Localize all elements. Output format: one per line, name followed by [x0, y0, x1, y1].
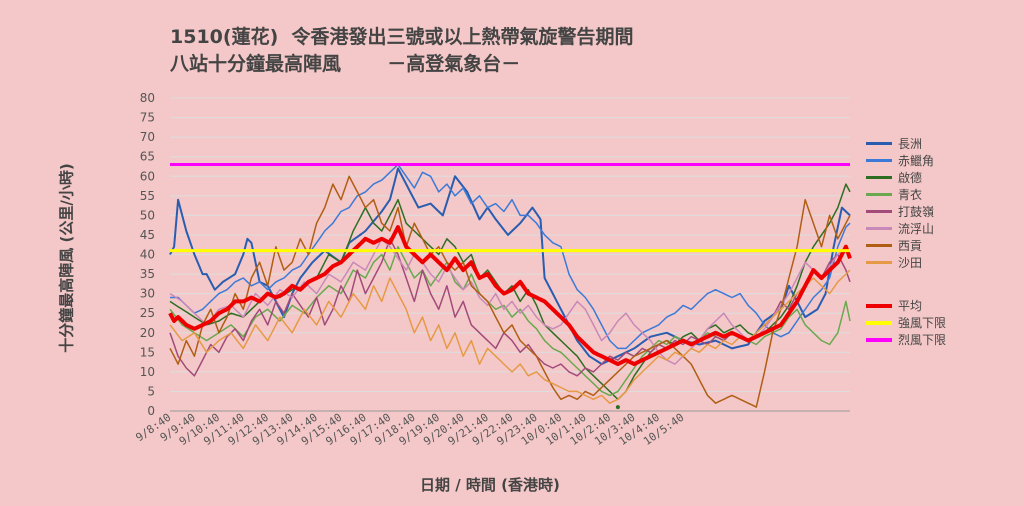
y-tick-label: 80	[140, 91, 155, 105]
legend-swatch	[866, 176, 892, 179]
legend-swatch	[866, 193, 892, 196]
legend-item-流浮山[interactable]: 流浮山	[866, 220, 1016, 237]
chart-title: 1510(蓮花) 令香港發出三號或以上熱帶氣旋警告期間 八站十分鐘最高陣風 －高…	[170, 24, 633, 78]
legend-label: 烈風下限	[898, 333, 947, 347]
y-tick-label: 35	[140, 267, 155, 281]
legend-swatch	[866, 303, 892, 308]
legend-item-青衣[interactable]: 青衣	[866, 186, 1016, 203]
y-tick-label: 30	[140, 287, 155, 301]
series-line-沙田	[169, 269, 851, 404]
y-tick-label: 45	[140, 228, 155, 242]
series-line-打鼓嶺	[169, 238, 851, 377]
legend-label: 沙田	[898, 256, 923, 270]
legend-item-西貢[interactable]: 西貢	[866, 237, 1016, 254]
y-tick-label: 20	[140, 326, 155, 340]
legend-item-啟德[interactable]: 啟德	[866, 169, 1016, 186]
legend-swatch	[866, 227, 892, 230]
y-tick-label: 55	[140, 189, 155, 203]
y-tick-label: 75	[140, 111, 155, 125]
legend-label: 青衣	[898, 188, 923, 202]
legend: 長洲赤鱲角啟德青衣打鼓嶺流浮山西貢沙田平均強風下限烈風下限	[866, 135, 1016, 348]
legend-label: 長洲	[898, 137, 923, 151]
chart-title-line2: 八站十分鐘最高陣風 －高登氣象台－	[170, 53, 521, 75]
y-tick-label: 50	[140, 208, 155, 222]
legend-swatch	[866, 142, 892, 145]
legend-swatch	[866, 320, 892, 325]
legend-item-烈風下限[interactable]: 烈風下限	[866, 331, 1016, 348]
legend-swatch	[866, 159, 892, 162]
legend-item-赤鱲角[interactable]: 赤鱲角	[866, 152, 1016, 169]
series-line-平均	[168, 225, 852, 367]
legend-label: 啟德	[898, 171, 923, 185]
data-point-marker	[615, 405, 620, 410]
series-line-青衣	[169, 245, 851, 397]
x-axis-label: 日期 / 時間 (香港時)	[420, 476, 560, 494]
series-line-西貢	[169, 175, 851, 408]
legend-swatch	[866, 244, 892, 247]
y-tick-label: 0	[147, 404, 155, 418]
legend-label: 流浮山	[898, 222, 935, 236]
legend-label: 西貢	[898, 239, 923, 253]
y-tick-label: 15	[140, 345, 155, 359]
chart-title-line1: 1510(蓮花) 令香港發出三號或以上熱帶氣旋警告期間	[170, 26, 634, 48]
legend-item-沙田[interactable]: 沙田	[866, 254, 1016, 271]
legend-label: 平均	[898, 299, 923, 313]
legend-item-平均[interactable]: 平均	[866, 297, 1016, 314]
y-tick-label: 10	[140, 365, 155, 379]
legend-label: 赤鱲角	[898, 154, 935, 168]
y-tick-label: 70	[140, 130, 155, 144]
legend-item-強風下限[interactable]: 強風下限	[866, 314, 1016, 331]
series-line-赤鱲角	[170, 163, 851, 350]
legend-item-打鼓嶺[interactable]: 打鼓嶺	[866, 203, 1016, 220]
legend-label: 打鼓嶺	[898, 205, 935, 219]
y-tick-label: 5	[147, 384, 155, 398]
legend-swatch	[866, 210, 892, 213]
y-tick-label: 65	[140, 150, 155, 164]
y-tick-label: 60	[140, 169, 155, 183]
legend-label: 強風下限	[898, 316, 947, 330]
y-tick-label: 25	[140, 306, 155, 320]
y-tick-label: 40	[140, 248, 155, 262]
legend-item-長洲[interactable]: 長洲	[866, 135, 1016, 152]
legend-swatch	[866, 261, 892, 264]
legend-swatch	[866, 337, 892, 342]
